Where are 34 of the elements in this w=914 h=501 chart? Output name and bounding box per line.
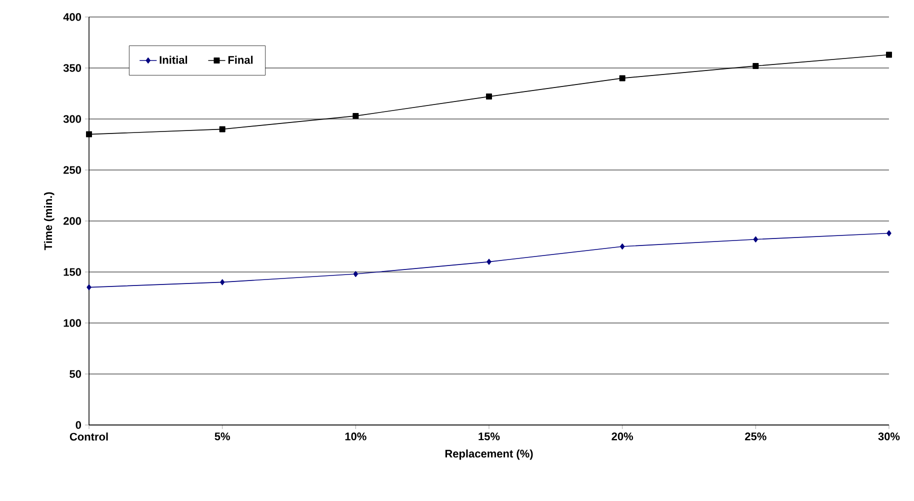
point: [619, 75, 626, 82]
legend-label: Initial: [160, 56, 188, 64]
y-tick-label: 300: [63, 115, 82, 123]
y-tick-label: 0: [76, 421, 82, 429]
point: [219, 126, 226, 132]
point: [86, 284, 92, 290]
point: [886, 230, 892, 236]
point: [486, 258, 492, 265]
y-tick-label: 150: [64, 268, 82, 276]
point: [86, 131, 92, 138]
x-tick-label: 15%: [478, 432, 500, 440]
point: [886, 52, 892, 58]
point: [620, 243, 625, 250]
y-tick-label: 400: [63, 13, 82, 21]
y-tick-label: 200: [64, 217, 82, 225]
x-tick-label: 5%: [214, 432, 230, 440]
x-tick-label: 30%: [878, 432, 900, 440]
point: [752, 62, 759, 69]
x-tick-label: 25%: [745, 432, 766, 440]
x-tick-label: 10%: [345, 432, 366, 440]
legend-label: Final: [228, 56, 253, 64]
point: [352, 112, 359, 119]
x-tick-label: 20%: [612, 432, 634, 440]
y-axis-title: Time (min.): [44, 192, 54, 250]
x-axis-title: Replacement (%): [445, 449, 533, 460]
y-tick-label: 350: [63, 64, 82, 72]
y-tick-label: 100: [64, 319, 82, 327]
y-tick-label: 50: [70, 370, 82, 378]
point: [486, 94, 492, 100]
point: [753, 236, 758, 242]
point: [220, 279, 225, 286]
y-tick-label: 250: [64, 166, 82, 174]
x-tick-label: Control: [70, 432, 108, 441]
point: [353, 271, 358, 278]
